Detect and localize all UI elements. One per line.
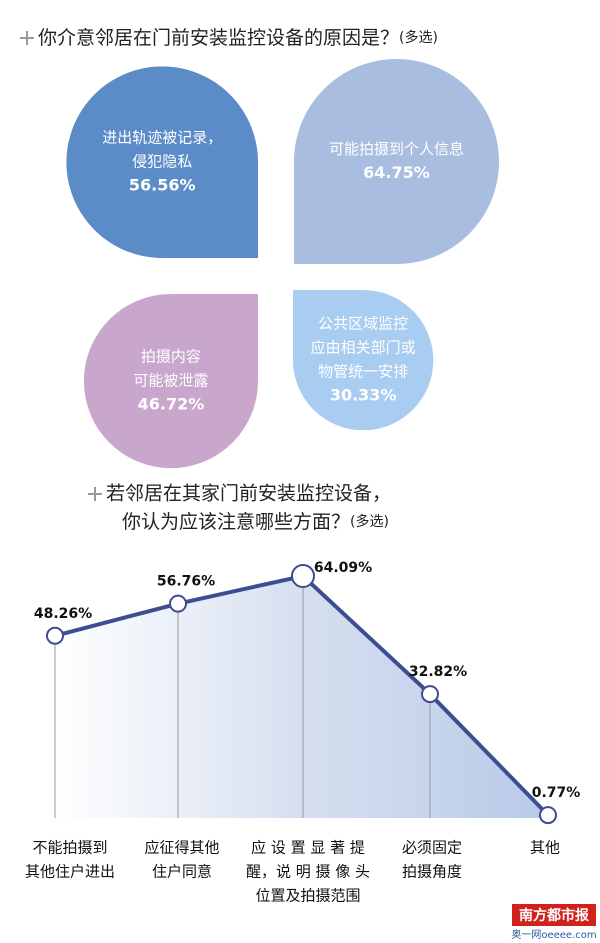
chart-title: 若邻居在其家门前安装监控设备，	[106, 483, 391, 505]
x-tick-label: 拍摄角度	[402, 863, 462, 881]
point	[421, 685, 439, 704]
leaf	[83, 294, 258, 469]
leaf-label: 可能被泄露	[133, 372, 208, 390]
leaf-label: 应由相关部门或	[311, 339, 416, 357]
point	[539, 806, 557, 825]
title: 你认为应该注意哪些方面？	[122, 511, 350, 533]
point	[169, 594, 187, 613]
x-tick-label: 其他住户进出	[25, 863, 115, 881]
title: 你介意邻居在门前安装监控设备的原因是？	[38, 27, 399, 49]
leaf	[294, 58, 499, 264]
value-label: 30.33%	[330, 386, 397, 405]
value-label: 0.77%	[532, 785, 581, 801]
x-tick-label: 不能拍摄到	[32, 839, 107, 857]
chart-title: 你认为应该注意哪些方面？(多选)	[122, 511, 389, 533]
leaf-label: 进出轨迹被记录，	[102, 129, 222, 147]
x-tick-label: 必须固定	[402, 839, 462, 857]
x-tick-label: 其他	[530, 839, 560, 857]
value-label: 64.75%	[363, 163, 430, 182]
value-label: 56.56%	[129, 176, 196, 195]
value-label: 56.76%	[157, 574, 215, 590]
area	[55, 576, 548, 818]
brand: 南方都市报	[519, 907, 589, 924]
leaf-label: 侵犯隐私	[132, 153, 192, 171]
leaf-label: 公共区域监控	[318, 315, 408, 333]
x-tick-label: 位置及拍摄范围	[255, 887, 360, 905]
logo-box	[512, 904, 596, 926]
x-tick-label: 应 设 置 显 著 提	[251, 839, 365, 857]
logo: 南方都市报 奥一网oeeee.com	[511, 904, 597, 941]
x-tick-label: 住户同意	[152, 863, 212, 881]
point	[46, 626, 64, 645]
value-label: 46.72%	[138, 395, 205, 414]
plus-icon	[20, 31, 34, 45]
x-tick-label: 醒，说 明 摄 像 头	[246, 863, 370, 881]
leaf-label: 物管统一安排	[318, 363, 408, 381]
leaf	[66, 66, 258, 258]
title-note: (多选)	[399, 29, 438, 46]
leaf	[293, 290, 434, 431]
x-tick-label: 应征得其他	[144, 839, 219, 857]
site: 奥一网oeeee.com	[511, 928, 596, 941]
point	[291, 564, 315, 588]
leaf-label: 拍摄内容	[141, 348, 201, 366]
value-label: 32.82%	[409, 664, 467, 680]
plus-icon	[88, 487, 102, 501]
value-label: 48.26%	[34, 606, 92, 622]
chart-title: 你介意邻居在门前安装监控设备的原因是？(多选)	[38, 27, 438, 49]
leaf-label: 可能拍摄到个人信息	[329, 140, 464, 158]
value-label: 64.09%	[314, 560, 372, 576]
title-note: (多选)	[350, 513, 389, 530]
